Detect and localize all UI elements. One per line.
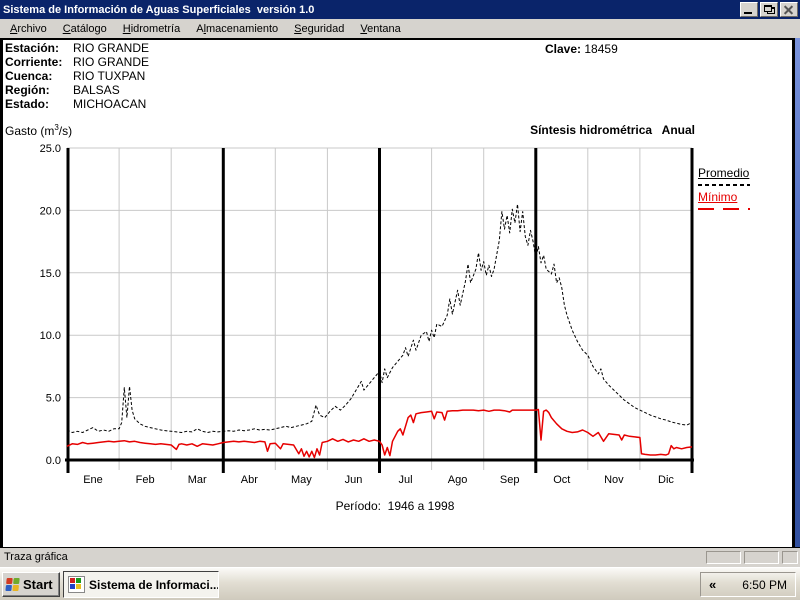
- x-tick-label: Nov: [604, 474, 624, 486]
- clave-label: Clave:: [545, 42, 582, 56]
- taskbar-app-label: Sistema de Informaci...: [89, 577, 219, 592]
- y-tick-label: 10.0: [40, 330, 61, 342]
- x-tick-label: Dic: [658, 474, 674, 486]
- info-value: RIO GRANDE: [73, 55, 150, 69]
- series-line: [66, 408, 693, 459]
- window-controls: [740, 2, 798, 17]
- status-panel-3: [782, 551, 798, 564]
- info-label: Región:: [5, 83, 50, 97]
- station-info-row: Estación: RIO GRANDE: [5, 41, 149, 55]
- client-border-left: [0, 38, 3, 547]
- window-title: Sistema de Información de Aguas Superfic…: [3, 3, 315, 16]
- info-label: Estado:: [5, 97, 50, 111]
- tray-chevron-icon[interactable]: «: [709, 577, 717, 592]
- period-label: Período: 1946 a 1998: [335, 499, 455, 513]
- station-info-row: Región: BALSAS: [5, 83, 149, 97]
- info-label: Estación:: [5, 41, 60, 55]
- x-tick-label: Jul: [398, 474, 412, 486]
- chart-title: Síntesis hidrométrica Anual: [530, 123, 695, 137]
- taskbar: Start Sistema de Informaci... « 6:50 PM: [0, 567, 800, 600]
- menu-item-ventana[interactable]: Ventana: [360, 22, 401, 35]
- x-tick-label: Jun: [345, 474, 363, 486]
- y-tick-label: 20.0: [40, 205, 61, 217]
- menu-item-catalogo[interactable]: Catálogo: [62, 22, 107, 35]
- station-info-block: Estación: RIO GRANDE Corriente: RIO GRANDE C…: [5, 41, 149, 111]
- x-tick-label: Feb: [136, 474, 155, 486]
- y-axis-title: Gasto (m3/s): [5, 123, 73, 138]
- start-button-label: Start: [23, 577, 53, 592]
- chart-legend: Promedio Mínimo: [698, 166, 794, 214]
- info-value: MICHOACAN: [73, 97, 147, 111]
- menu-item-archivo[interactable]: Archivo: [10, 22, 47, 35]
- app-icon: [68, 576, 85, 593]
- x-tick-label: Ago: [448, 474, 468, 486]
- x-tick-label: Mar: [188, 474, 207, 486]
- x-tick-label: Abr: [241, 474, 258, 486]
- y-tick-label: 15.0: [40, 268, 61, 280]
- tray-clock: 6:50 PM: [742, 577, 787, 592]
- clave-value: 18459: [584, 42, 618, 56]
- menu-item-almacenamiento[interactable]: Almacenamiento: [196, 22, 279, 35]
- minimize-icon: [744, 12, 752, 14]
- legend-promedio-label: Promedio: [698, 166, 750, 180]
- x-tick-label: Ene: [83, 474, 103, 486]
- info-label: Corriente:: [5, 55, 63, 69]
- status-text: Traza gráfica: [4, 551, 68, 563]
- client-border-top: [0, 38, 800, 40]
- client-border-right: [792, 38, 795, 547]
- windows-flag-icon: [5, 577, 20, 592]
- x-tick-label: Sep: [500, 474, 520, 486]
- info-label: Cuenca:: [5, 69, 53, 83]
- minimize-button[interactable]: [740, 2, 758, 17]
- info-value: RIO TUXPAN: [73, 69, 146, 83]
- menu-item-hidrometria[interactable]: Hidrometría: [122, 22, 181, 35]
- station-info-row: Corriente: RIO GRANDE: [5, 55, 149, 69]
- y-tick-label: 0.0: [46, 455, 61, 467]
- system-tray: « 6:50 PM: [700, 572, 796, 597]
- restore-button[interactable]: [760, 2, 778, 17]
- info-value: BALSAS: [73, 83, 120, 97]
- menu-bar: Archivo Catálogo Hidrometría Almacenamiento…: [0, 19, 800, 38]
- legend-minimo-label: Mínimo: [698, 190, 738, 204]
- menu-item-seguridad[interactable]: Seguridad: [294, 22, 345, 35]
- series-line: [66, 203, 693, 433]
- window-edge-strip: [795, 38, 800, 547]
- close-button[interactable]: [780, 2, 798, 17]
- info-value: RIO GRANDE: [73, 41, 150, 55]
- status-panel-2: [744, 551, 779, 564]
- window-titlebar: Sistema de Información de Aguas Superfic…: [0, 0, 800, 19]
- status-bar: Traza gráfica: [0, 547, 800, 567]
- legend-minimo-line-sample: [698, 208, 750, 210]
- start-button[interactable]: Start: [2, 572, 60, 597]
- status-panel-1: [706, 551, 741, 564]
- station-info-row: Cuenca: RIO TUXPAN: [5, 69, 149, 83]
- station-info-row: Estado: MICHOACAN: [5, 97, 149, 111]
- hydrograph-chart: 0.0 5.0 10.0 15.0 20.0 25.0 Ene Feb Mar Abr May Jun…: [40, 143, 694, 486]
- x-tick-label: Oct: [553, 474, 570, 486]
- station-clave: Clave: 18459: [545, 42, 618, 56]
- x-tick-label: May: [291, 474, 312, 486]
- legend-promedio-line-sample: [698, 184, 750, 186]
- taskbar-app-button[interactable]: Sistema de Informaci...: [63, 571, 219, 598]
- y-tick-label: 25.0: [40, 143, 61, 155]
- y-tick-label: 5.0: [46, 393, 61, 405]
